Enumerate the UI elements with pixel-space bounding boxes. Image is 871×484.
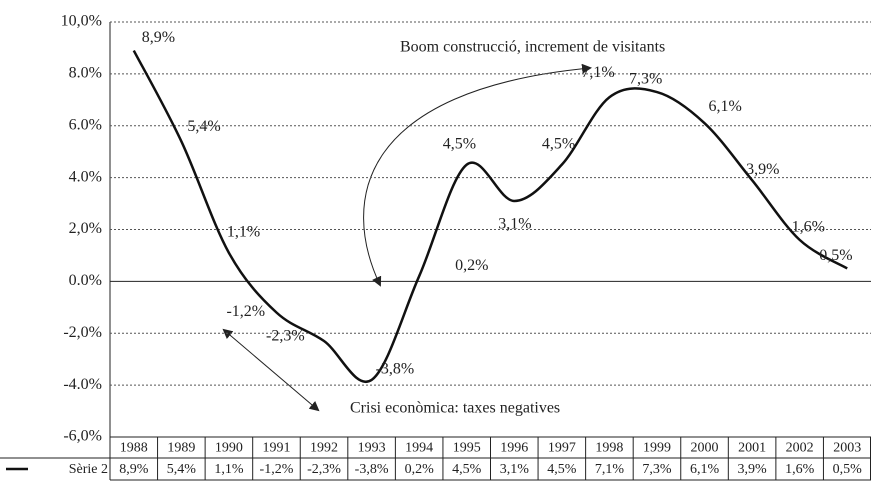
table-value: 8,9% xyxy=(119,462,149,477)
annotation: Crisi econòmica: taxes negatives xyxy=(350,400,560,417)
x-tick-label: 2003 xyxy=(833,441,861,456)
data-label: 0,5% xyxy=(819,247,852,264)
data-label: 3,1% xyxy=(498,216,531,233)
table-value: 6,1% xyxy=(690,462,720,477)
data-label: 1,6% xyxy=(792,219,825,236)
y-tick-label: -4.0% xyxy=(63,376,102,393)
table-value: 7,1% xyxy=(595,462,625,477)
x-tick-label: 2001 xyxy=(738,441,766,456)
annotation-arrow xyxy=(222,328,320,412)
data-label: 5,4% xyxy=(187,118,220,135)
x-tick-label: 1993 xyxy=(358,441,386,456)
x-tick-label: 1997 xyxy=(548,441,576,456)
x-tick-label: 1991 xyxy=(262,441,290,456)
data-label: -1,2% xyxy=(226,303,265,320)
x-tick-label: 1988 xyxy=(120,441,148,456)
table-value: 1,6% xyxy=(785,462,815,477)
table-value: -2,3% xyxy=(307,462,341,477)
table-value: 4,5% xyxy=(452,462,482,477)
x-tick-label: 1998 xyxy=(595,441,623,456)
y-tick-label: 6.0% xyxy=(69,116,102,133)
x-tick-label: 1996 xyxy=(500,441,528,456)
x-tick-label: 1989 xyxy=(167,441,195,456)
table-value: 0,5% xyxy=(833,462,863,477)
x-tick-label: 2000 xyxy=(691,441,719,456)
legend-label: Sèrie 2 xyxy=(69,462,108,477)
table-value: 0,2% xyxy=(405,462,435,477)
data-label: 7,1% xyxy=(581,64,614,81)
x-tick-label: 1999 xyxy=(643,441,671,456)
data-label: -3,8% xyxy=(376,361,415,378)
data-label: 4,5% xyxy=(443,135,476,152)
data-label: 1,1% xyxy=(227,224,260,241)
y-tick-label: -6,0% xyxy=(63,428,102,445)
table-value: 3,9% xyxy=(738,462,768,477)
x-tick-label: 2002 xyxy=(786,441,814,456)
x-tick-label: 1995 xyxy=(453,441,481,456)
table-value: -3,8% xyxy=(355,462,389,477)
y-tick-label: 2,0% xyxy=(69,220,102,237)
data-label: 4,5% xyxy=(542,135,575,152)
y-tick-label: 10,0% xyxy=(61,13,102,30)
annotation-arrow xyxy=(363,63,592,287)
table-value: 7,3% xyxy=(642,462,672,477)
y-tick-label: 8.0% xyxy=(69,65,102,82)
table-value: 1,1% xyxy=(214,462,244,477)
x-tick-label: 1994 xyxy=(405,441,433,456)
y-tick-label: 0.0% xyxy=(69,272,102,289)
table-value: -1,2% xyxy=(260,462,294,477)
table-value: 5,4% xyxy=(167,462,197,477)
annotation: Boom construcció, increment de visitants xyxy=(400,39,665,56)
y-tick-label: -2,0% xyxy=(63,324,102,341)
y-tick-label: 4.0% xyxy=(69,168,102,185)
data-label: 6,1% xyxy=(709,98,742,115)
table-value: 3,1% xyxy=(500,462,530,477)
x-tick-label: 1990 xyxy=(215,441,243,456)
data-label: 7,3% xyxy=(629,71,662,88)
data-label: 3,9% xyxy=(746,161,779,178)
table-value: 4,5% xyxy=(547,462,577,477)
line-series xyxy=(132,49,848,384)
data-label: 0,2% xyxy=(455,257,488,274)
data-label: 8,9% xyxy=(142,29,175,46)
data-label: -2,3% xyxy=(266,328,305,345)
x-tick-label: 1992 xyxy=(310,441,338,456)
